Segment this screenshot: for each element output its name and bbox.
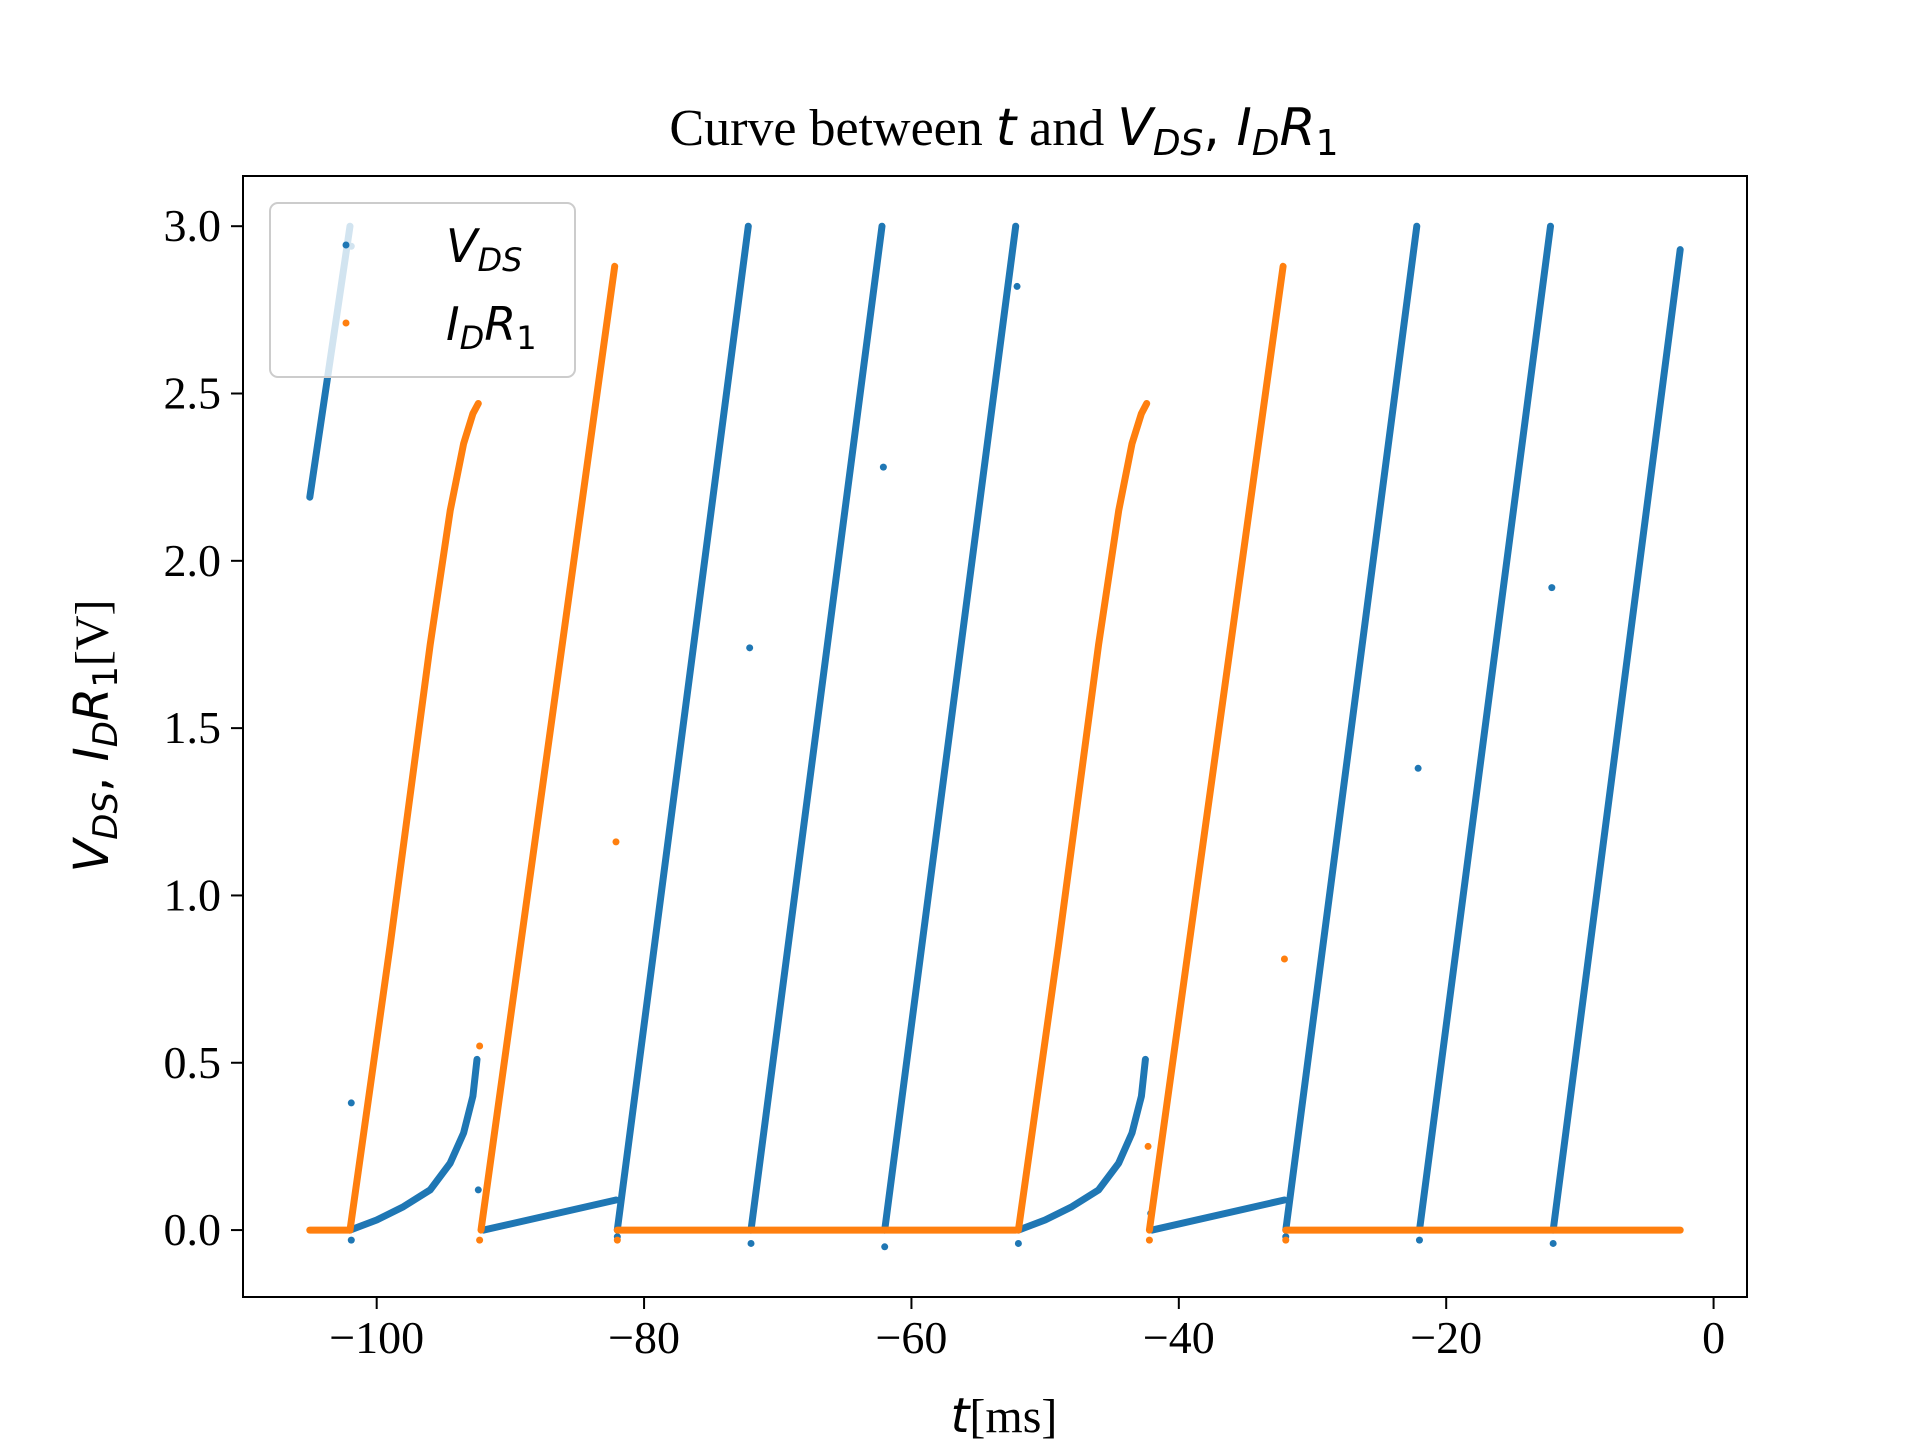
title-and: and (1016, 100, 1117, 157)
plot-frame (242, 175, 1748, 1298)
plot-area (306, 222, 1684, 1251)
series-idr1-trace (477, 262, 619, 1234)
title-i: I (1236, 98, 1251, 158)
series-idr1-point (612, 838, 620, 846)
ylabel-r: R (64, 688, 120, 721)
series-vds-trace (1416, 222, 1554, 1234)
x-tick-label: 0 (1702, 1312, 1725, 1363)
series-vds-point (1415, 1236, 1423, 1244)
series-vds-trace (881, 222, 1020, 1234)
series-vds-trace (747, 222, 886, 1234)
series-vds-trace (1282, 222, 1421, 1234)
series-idr1-trace (346, 400, 482, 1234)
series-idr1-point (1144, 1142, 1152, 1150)
xlabel-unit: [ms] (969, 1390, 1057, 1440)
series-vds-point (1414, 764, 1422, 772)
series-vds-trace (1549, 246, 1684, 1234)
series-idr1-point (1145, 1236, 1153, 1244)
axis-ticks: −100 −80 −60 −40 −20 0 0.0 0.5 1.0 1.5 2.0 2.5 3.0 (164, 200, 1726, 1363)
series-vds-point (1549, 1239, 1557, 1247)
series-vds-point (747, 1239, 755, 1247)
chart-title: Curve between t and VDS, IDR1 (669, 98, 1338, 164)
series-idr1 (306, 262, 1684, 1244)
y-tick-label: 0.0 (164, 1204, 222, 1255)
x-tick-label: −20 (1410, 1312, 1482, 1363)
series-idr1-point (1282, 1236, 1290, 1244)
y-tick-label: 2.5 (164, 368, 222, 419)
legend-idr1-main: I (446, 297, 460, 351)
ylabel-comma: , (64, 761, 120, 792)
series-vds-trace (1148, 1196, 1288, 1234)
legend-vds-main: V (446, 219, 481, 273)
title-prefix: Curve between (669, 100, 995, 157)
xlabel-t: t (951, 1388, 972, 1440)
x-tick-label: −60 (875, 1312, 947, 1363)
legend-label-vds: VDS (446, 219, 522, 279)
x-tick-label: −100 (329, 1312, 424, 1363)
series-vds-trace (480, 1196, 620, 1234)
series-idr1-point (1280, 955, 1288, 963)
series-vds-point (1548, 584, 1556, 592)
title-comma: , (1203, 98, 1236, 158)
title-i-sub: D (1252, 123, 1280, 164)
legend-marker-idr1 (342, 319, 350, 327)
legend-idr1-sub: D (460, 319, 485, 357)
x-tick-label: −40 (1143, 1312, 1215, 1363)
title-r: R (1280, 98, 1316, 158)
x-axis-label: t[ms] (951, 1388, 1058, 1440)
y-tick-label: 1.5 (164, 702, 222, 753)
legend-vds-sub: DS (477, 241, 522, 279)
series-vds-point (1014, 1239, 1022, 1247)
series-vds-point (881, 1243, 889, 1251)
series-idr1-point (613, 1236, 621, 1244)
x-tick-label: −80 (608, 1312, 680, 1363)
series-vds-point (347, 1236, 355, 1244)
series-idr1-trace (1014, 400, 1151, 1234)
series-idr1-point (476, 1236, 484, 1244)
series-vds-trace (346, 1055, 481, 1234)
title-r-sub: 1 (1316, 123, 1339, 164)
series-idr1-trace (1145, 262, 1287, 1234)
y-tick-label: 2.0 (164, 535, 222, 586)
series-vds-point (474, 1186, 482, 1194)
legend: VDS IDR1 (269, 202, 576, 378)
y-axis-label: VDS, IDR1[V] (64, 599, 126, 872)
series-vds-point (879, 463, 887, 471)
y-tick-label: 1.0 (164, 869, 222, 920)
ylabel-r-sub: 1 (86, 666, 126, 688)
series-vds-trace (1014, 1055, 1149, 1234)
series-vds-trace (613, 222, 752, 1234)
title-v: V (1117, 98, 1156, 158)
ylabel-i: I (64, 747, 120, 761)
series-idr1-point (476, 1042, 484, 1050)
y-tick-label: 0.5 (164, 1037, 222, 1088)
title-v-sub: DS (1153, 123, 1204, 164)
series-vds-point (347, 1099, 355, 1107)
ylabel-unit: [V] (66, 599, 119, 666)
title-t: t (996, 98, 1018, 158)
legend-idr1-sub2: 1 (516, 319, 536, 357)
series-vds-point (1013, 282, 1021, 290)
ylabel-v-sub: DS (86, 792, 126, 840)
legend-label-idr1: IDR1 (446, 297, 537, 357)
ylabel-v: V (64, 837, 120, 873)
y-tick-label: 3.0 (164, 200, 222, 251)
series-vds (306, 222, 1684, 1251)
series-vds-point (746, 644, 754, 652)
legend-idr1-main2: R (484, 297, 516, 351)
ylabel-i-sub: D (86, 721, 126, 747)
legend-marker-vds (342, 241, 350, 249)
